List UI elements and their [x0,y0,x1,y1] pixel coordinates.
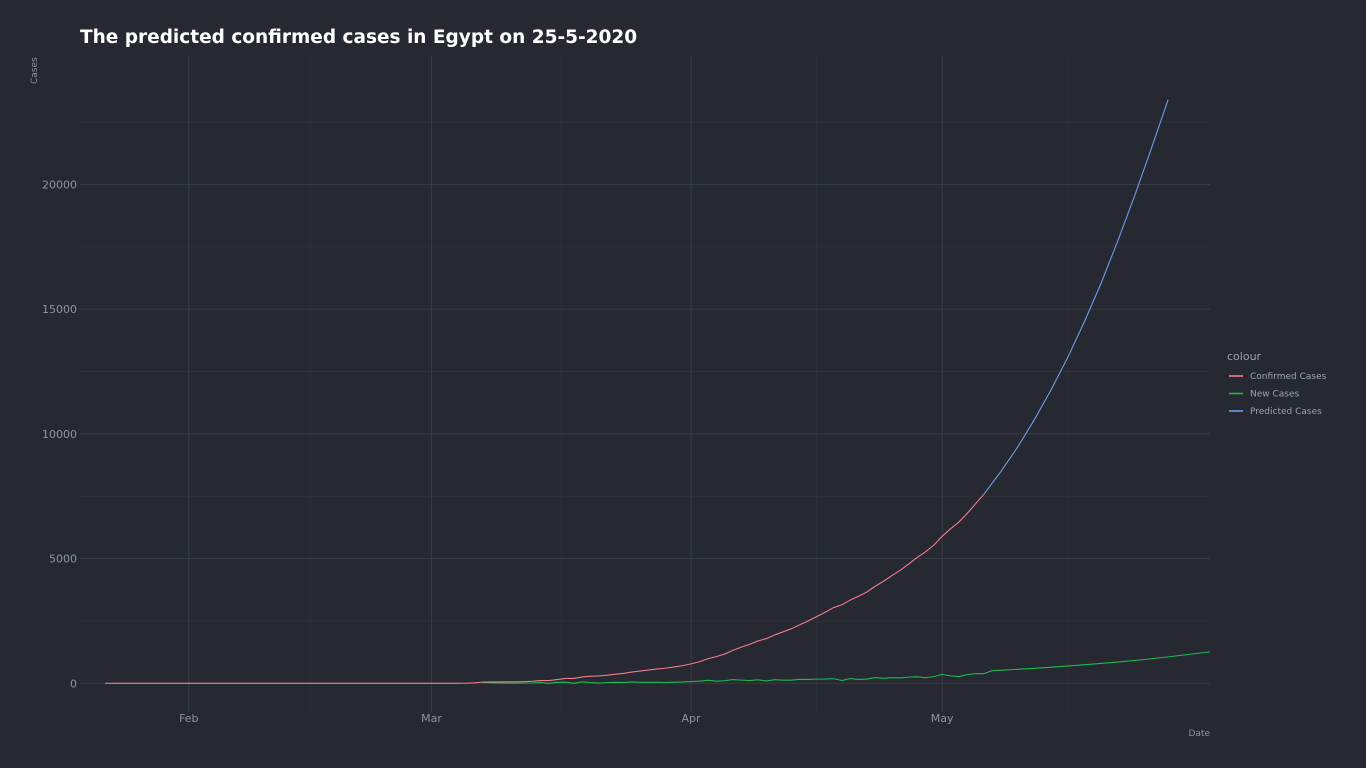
y-axis-title: Cases [30,57,40,84]
y-tick-label: 20000 [42,178,77,191]
grid-minor [80,56,1210,712]
grid-major [80,56,1210,712]
legend: colour Confirmed Cases New Cases Predicted… [1227,350,1327,417]
series-line-predicted-cases [983,99,1169,495]
x-tick-labels: Feb Mar Apr May [179,712,954,725]
x-tick-label: Mar [421,712,442,725]
y-tick-label: 0 [70,677,77,690]
y-tick-label: 10000 [42,428,77,441]
x-tick-label: Apr [682,712,702,725]
x-tick-label: Feb [179,712,198,725]
x-axis-title: Date [1188,729,1210,739]
legend-label: Predicted Cases [1250,407,1322,417]
series-lines [105,99,1211,684]
chart-title: The predicted confirmed cases in Egypt o… [80,27,637,48]
y-tick-label: 5000 [49,553,77,566]
legend-label: New Cases [1250,390,1300,400]
legend-title: colour [1227,350,1262,363]
series-line-confirmed-cases [105,493,985,684]
legend-label: Confirmed Cases [1250,372,1327,382]
y-tick-label: 15000 [42,303,77,316]
x-tick-label: May [931,712,954,725]
y-tick-labels: 0 5000 10000 15000 20000 [42,178,77,690]
series-line-new-cases [481,651,1211,684]
